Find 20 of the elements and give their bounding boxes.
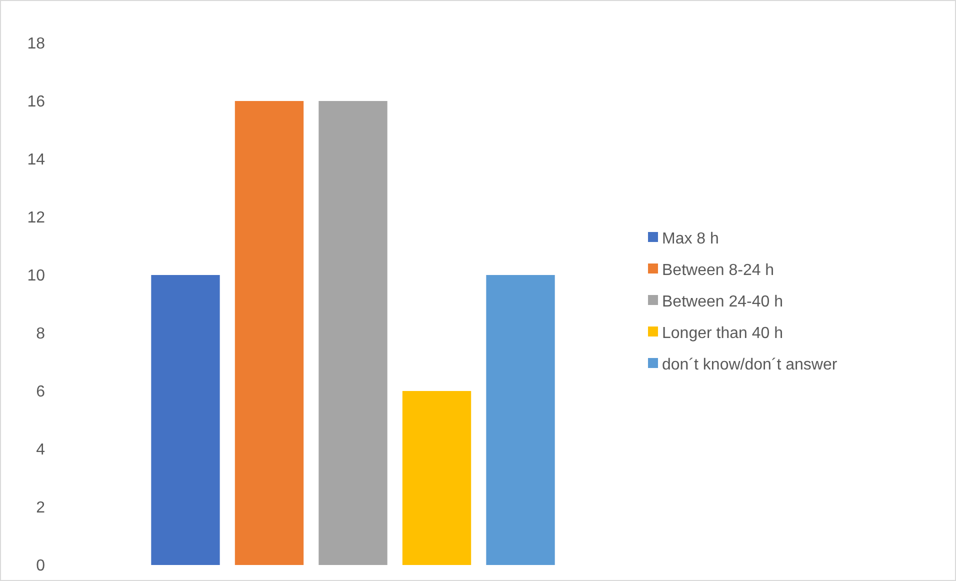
y-tick-label: 8 [36, 326, 46, 343]
y-tick-label: 10 [27, 268, 46, 285]
y-tick-label: 16 [27, 94, 46, 111]
legend-label: Max 8 h [662, 230, 719, 248]
bar [402, 391, 472, 565]
bar [486, 275, 555, 565]
y-tick-label: 2 [36, 500, 46, 517]
y-tick-label: 18 [27, 36, 46, 53]
y-tick-label: 14 [27, 152, 46, 169]
legend-label: don´t know/don´t answer [662, 356, 838, 374]
legend-label: Longer than 40 h [662, 325, 783, 342]
y-tick-label: 6 [36, 384, 46, 401]
y-tick-label: 0 [36, 558, 46, 575]
bar [318, 101, 388, 565]
y-tick-label: 4 [36, 442, 46, 459]
bar [234, 101, 304, 565]
legend-label: Between 24-40 h [662, 294, 783, 311]
bar [151, 275, 220, 565]
legend-label: Between 8-24 h [662, 262, 774, 280]
y-tick-label: 12 [27, 210, 46, 227]
